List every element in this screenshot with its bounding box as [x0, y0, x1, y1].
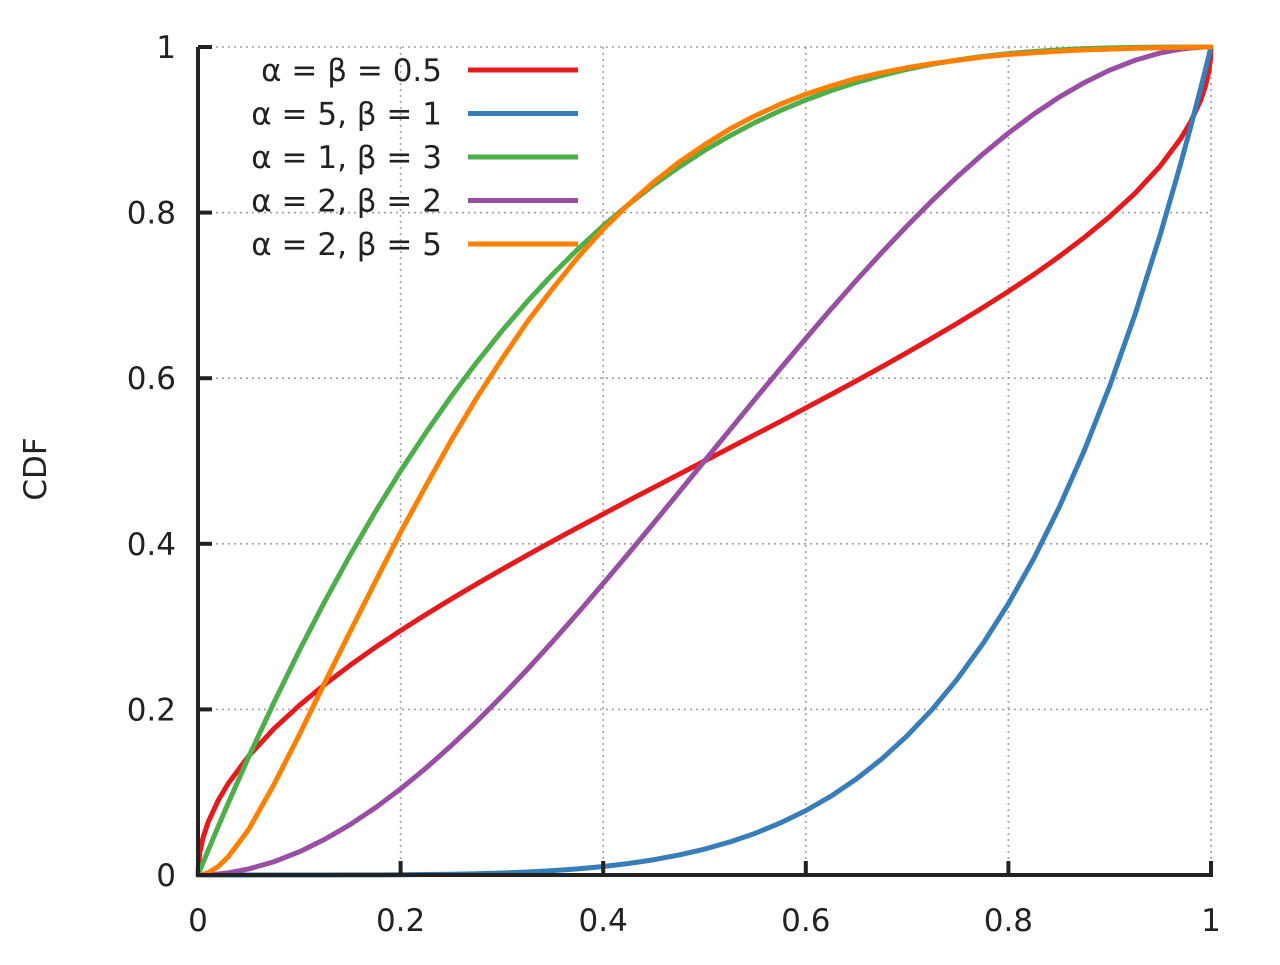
y-tick-label-3: 0.6	[127, 361, 176, 397]
tick-labels: 0 0.2 0.4 0.6 0.8 1 0 0.2 0.4 0.6 0.8 1	[127, 30, 1221, 939]
x-tick-label-1: 0.2	[376, 903, 425, 939]
legend-label-0: α = β = 0.5	[261, 53, 442, 89]
grid	[198, 46, 1212, 875]
legend: α = β = 0.5 α = 5, β = 1 α = 1, β = 3 α = 2…	[251, 53, 578, 263]
y-tick-label-5: 1	[156, 30, 176, 66]
x-tick-label-0: 0	[188, 903, 208, 939]
legend-label-1: α = 5, β = 1	[251, 97, 442, 133]
legend-label-2: α = 1, β = 3	[251, 140, 442, 176]
y-tick-label-4: 0.8	[127, 196, 176, 232]
legend-label-4: α = 2, β = 5	[251, 227, 442, 263]
y-tick-label-2: 0.4	[127, 527, 176, 563]
y-tick-label-1: 0.2	[127, 692, 176, 728]
axes	[196, 45, 1213, 877]
x-tick-label-3: 0.6	[781, 903, 830, 939]
legend-label-3: α = 2, β = 2	[251, 184, 442, 220]
y-tick-label-0: 0	[156, 858, 176, 894]
series-line-4	[195, 44, 1214, 878]
x-tick-label-2: 0.4	[579, 903, 628, 939]
x-tick-label-5: 1	[1201, 903, 1221, 939]
series-line-3	[195, 44, 1214, 878]
y-axis-label: CDF	[18, 437, 54, 500]
x-tick-label-4: 0.8	[984, 903, 1033, 939]
